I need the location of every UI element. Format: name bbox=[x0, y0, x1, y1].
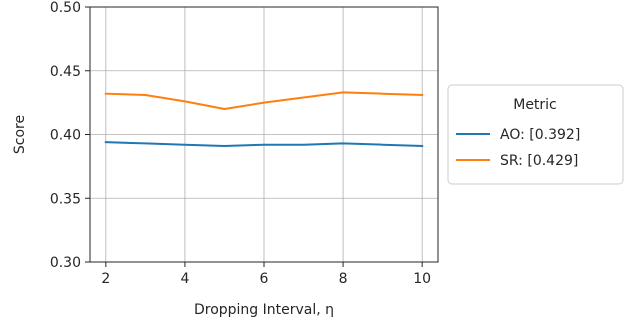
x-axis: 2 4 6 8 10 bbox=[101, 262, 431, 287]
y-axis-label: Score bbox=[12, 115, 28, 154]
legend: Metric AO: [0.392] SR: [0.429] bbox=[447, 84, 624, 185]
y-tick-label: 0.40 bbox=[50, 128, 81, 144]
y-tick-label: 0.45 bbox=[50, 64, 81, 80]
legend-box bbox=[447, 84, 624, 185]
x-tick-label: 8 bbox=[339, 271, 348, 287]
series-line-0 bbox=[104, 141, 424, 148]
y-axis: 0.30 0.35 0.40 0.45 0.50 bbox=[50, 0, 90, 271]
legend-title: Metric bbox=[513, 97, 557, 113]
y-tick-label: 0.35 bbox=[50, 191, 81, 207]
legend-entry-0: AO: [0.392] bbox=[500, 127, 580, 143]
series-lines bbox=[104, 91, 424, 148]
y-tick-label: 0.50 bbox=[50, 0, 81, 16]
x-tick-label: 2 bbox=[101, 271, 110, 287]
y-tick-label: 0.30 bbox=[50, 255, 81, 271]
x-axis-label: Dropping Interval, η bbox=[194, 302, 334, 318]
series-line-1 bbox=[104, 91, 424, 110]
legend-entry-1: SR: [0.429] bbox=[500, 153, 578, 169]
grid bbox=[90, 6, 438, 263]
x-tick-label: 4 bbox=[180, 271, 189, 287]
x-tick-label: 10 bbox=[413, 271, 431, 287]
x-tick-label: 6 bbox=[260, 271, 269, 287]
